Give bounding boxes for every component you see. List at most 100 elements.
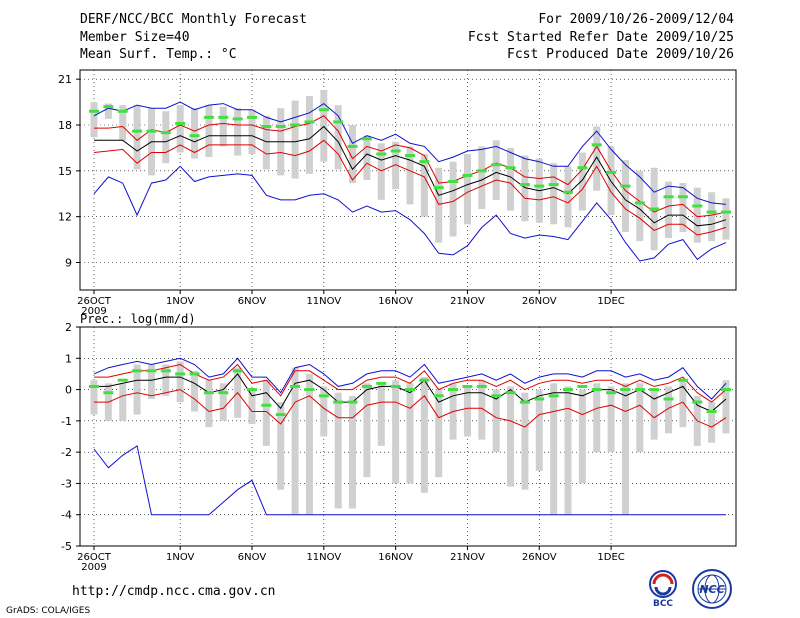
spread-box bbox=[262, 380, 270, 446]
spread-box bbox=[449, 161, 457, 237]
spread-box bbox=[147, 364, 155, 399]
spread-box bbox=[507, 386, 515, 487]
forecast-period: For 2009/10/26-2009/12/04 bbox=[538, 12, 734, 27]
observation-marker bbox=[634, 201, 645, 205]
x-tick-label: 21NOV bbox=[450, 296, 485, 307]
spread-box bbox=[406, 383, 414, 484]
temperature-panel: 9 12 15 18 21 26OCT 1NOV 6NOV 11NOV 16NOV 21NOV 26N… bbox=[58, 69, 737, 317]
ensemble-min-line bbox=[93, 165, 727, 262]
observation-marker bbox=[462, 384, 473, 388]
x-tick-label: 1DEC bbox=[597, 552, 624, 563]
chart-title: DERF/NCC/BCC Monthly Forecast bbox=[80, 12, 307, 27]
observation-marker bbox=[89, 109, 99, 113]
spread-box bbox=[507, 147, 515, 211]
observation-marker bbox=[548, 394, 559, 398]
observation-marker bbox=[290, 123, 301, 127]
x-tick-label: 11NOV bbox=[306, 552, 341, 563]
lower-spread-line bbox=[94, 389, 727, 428]
x-tick-label: 1DEC bbox=[597, 296, 624, 307]
observation-marker bbox=[721, 388, 731, 392]
y-tick-label: -1 bbox=[61, 415, 72, 428]
spread-box bbox=[90, 102, 98, 138]
spread-box bbox=[693, 187, 701, 243]
spread-box bbox=[305, 95, 313, 174]
observation-marker bbox=[261, 125, 272, 129]
spread-box bbox=[377, 143, 385, 200]
spread-box bbox=[478, 146, 486, 210]
observation-marker bbox=[347, 144, 358, 148]
spread-box bbox=[104, 103, 112, 119]
bcc-logo: BCC bbox=[641, 568, 685, 609]
spread-box bbox=[277, 402, 285, 490]
ensemble-max-line bbox=[93, 357, 727, 400]
observation-marker bbox=[591, 388, 602, 392]
observation-marker bbox=[692, 204, 703, 208]
observation-marker bbox=[376, 381, 387, 385]
spread-box bbox=[593, 126, 601, 191]
spread-box bbox=[119, 383, 127, 421]
observation-marker bbox=[203, 115, 214, 119]
spread-box bbox=[133, 105, 141, 170]
observation-marker bbox=[491, 394, 502, 398]
footer-url[interactable]: http://cmdp.ncc.cma.gov.cn bbox=[72, 584, 276, 599]
spread-box bbox=[119, 105, 127, 141]
x-tick-label: 26NOV bbox=[522, 552, 557, 563]
spread-box bbox=[463, 386, 471, 437]
observation-marker bbox=[721, 210, 731, 214]
observation-marker bbox=[318, 108, 329, 112]
spread-box bbox=[363, 383, 371, 478]
upper-spread-line bbox=[94, 363, 727, 403]
spread-box bbox=[578, 389, 586, 484]
spread-box bbox=[564, 386, 572, 515]
observation-marker bbox=[405, 388, 415, 392]
spread-box bbox=[492, 389, 500, 453]
observation-marker bbox=[448, 388, 459, 392]
spread-box bbox=[176, 105, 184, 153]
observation-marker bbox=[577, 384, 588, 388]
observation-marker bbox=[505, 391, 516, 395]
spread-box bbox=[392, 380, 400, 484]
spread-box bbox=[320, 89, 328, 162]
spread-box bbox=[650, 389, 658, 440]
observation-marker bbox=[476, 384, 487, 388]
spread-box bbox=[377, 383, 385, 446]
x-year-label: 2009 bbox=[81, 306, 106, 317]
spread-box bbox=[550, 383, 558, 515]
spread-box bbox=[349, 125, 357, 184]
observation-marker bbox=[247, 388, 257, 392]
spread-box bbox=[679, 183, 687, 232]
spread-box bbox=[708, 402, 716, 443]
observation-marker bbox=[117, 378, 128, 382]
spread-box bbox=[420, 377, 428, 493]
spread-box bbox=[621, 160, 629, 232]
observation-marker bbox=[203, 391, 214, 395]
grads-credit: GrADS: COLA/IGES bbox=[6, 606, 91, 616]
precip-label: Prec.: log(mm/d) bbox=[80, 312, 196, 326]
observation-marker bbox=[534, 184, 545, 188]
spread-box bbox=[162, 364, 170, 396]
observation-marker bbox=[304, 120, 315, 124]
fcst-produced-date: Fcst Produced Date 2009/10/26 bbox=[507, 47, 734, 62]
spread-box bbox=[463, 154, 471, 225]
y-tick-label: -2 bbox=[61, 446, 72, 459]
observation-marker bbox=[275, 125, 286, 129]
spread-box bbox=[191, 108, 199, 159]
observation-marker bbox=[132, 369, 143, 373]
spread-box bbox=[219, 106, 227, 147]
x-tick-label: 6NOV bbox=[238, 552, 267, 563]
spread-box bbox=[665, 181, 673, 239]
spread-box bbox=[521, 392, 529, 490]
observation-marker bbox=[663, 195, 674, 199]
x-tick-label: 11NOV bbox=[306, 296, 341, 307]
observation-marker bbox=[548, 183, 559, 187]
observation-marker bbox=[448, 180, 459, 184]
observation-marker bbox=[591, 143, 602, 147]
observation-marker bbox=[606, 170, 617, 174]
observation-marker bbox=[146, 369, 157, 373]
y-tick-label: 1 bbox=[65, 352, 72, 365]
observation-marker bbox=[333, 400, 344, 404]
observation-marker bbox=[390, 149, 401, 153]
spread-box bbox=[363, 135, 371, 180]
x-tick-label: 26NOV bbox=[522, 296, 557, 307]
y-tick-label: 0 bbox=[65, 384, 72, 397]
